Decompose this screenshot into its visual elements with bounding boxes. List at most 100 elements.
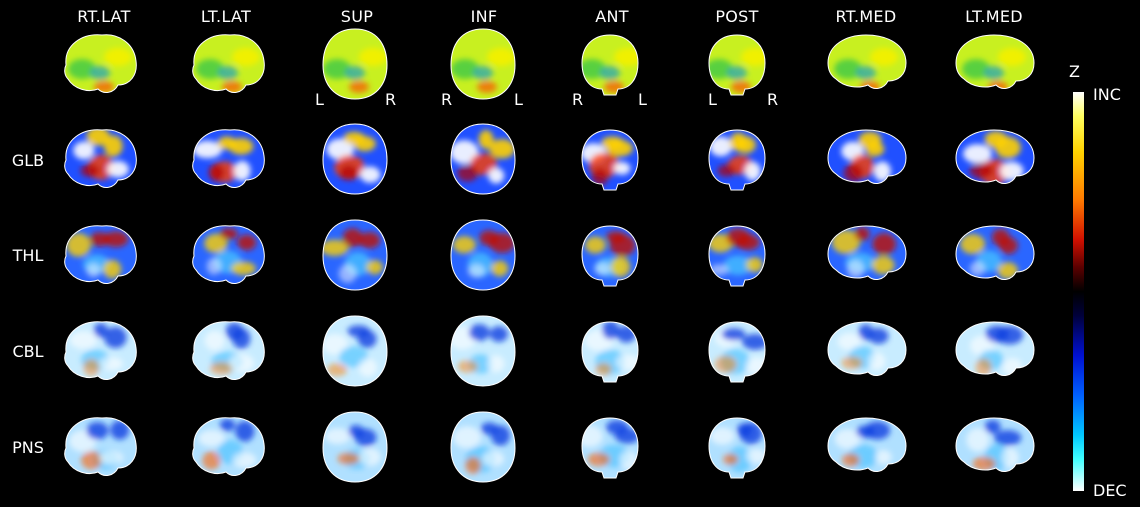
brain-thumbnail-image (827, 129, 907, 184)
brain-thumbnail (946, 406, 1042, 486)
brain-thumbnail (307, 214, 403, 294)
brain-thumbnail (180, 118, 276, 198)
brain-thumbnail-image (708, 34, 766, 96)
brain-thumbnail-image (192, 225, 265, 284)
brain-thumbnail (435, 23, 531, 103)
brain-thumbnail-image (955, 321, 1035, 376)
brain-thumbnail-image (64, 417, 137, 476)
orientation-post-left: L (708, 90, 717, 109)
brain-thumbnail-image (192, 34, 265, 93)
brain-thumbnail-image (827, 34, 907, 89)
brain-thumbnail-image (581, 321, 639, 383)
brain-thumbnail-image (955, 417, 1035, 472)
brain-thumbnail (946, 23, 1042, 103)
brain-thumbnail-image (450, 411, 516, 483)
brain-thumbnail-image (64, 225, 137, 284)
orientation-ant-right: L (638, 90, 647, 109)
brain-thumbnail (435, 118, 531, 198)
row-label-glb: GLB (11, 151, 45, 170)
brain-thumbnail-image (450, 219, 516, 291)
brain-thumbnail-image (64, 34, 137, 93)
brain-thumbnail (435, 214, 531, 294)
column-title-lt-med: LT.MED (965, 7, 1023, 26)
brain-thumbnail-image (192, 129, 265, 188)
brain-thumbnail (689, 406, 785, 486)
brain-thumbnail-image (955, 225, 1035, 280)
brain-thumbnail (180, 406, 276, 486)
brain-thumbnail (689, 310, 785, 390)
column-title-ant: ANT (595, 7, 629, 26)
brain-thumbnail (818, 214, 914, 294)
brain-thumbnail (562, 214, 658, 294)
brain-thumbnail (52, 118, 148, 198)
column-title-sup: SUP (340, 7, 374, 26)
brain-thumbnail (180, 214, 276, 294)
brain-thumbnail (307, 23, 403, 103)
brain-thumbnail (180, 23, 276, 103)
colorbar-title: Z (1069, 62, 1080, 81)
brain-thumbnail (818, 118, 914, 198)
colorbar (1073, 92, 1084, 491)
orientation-sup-left: L (315, 90, 324, 109)
brain-thumbnail (307, 406, 403, 486)
brain-thumbnail-image (64, 321, 137, 380)
column-title-post: POST (715, 7, 759, 26)
row-label-thl: THL (12, 246, 44, 265)
column-title-lt-lat: LT.LAT (200, 7, 252, 26)
brain-thumbnail-image (955, 129, 1035, 184)
colorbar-top-label: INC (1093, 85, 1121, 104)
brain-thumbnail-image (322, 411, 388, 483)
column-title-rt-lat: RT.LAT (77, 7, 131, 26)
brain-thumbnail-image (955, 34, 1035, 89)
brain-thumbnail (689, 118, 785, 198)
orientation-sup-right: R (385, 90, 397, 109)
colorbar-bottom-label: DEC (1093, 481, 1127, 500)
brain-thumbnail (562, 118, 658, 198)
brain-thumbnail-image (827, 225, 907, 280)
brain-thumbnail-image (450, 315, 516, 387)
brain-thumbnail (307, 118, 403, 198)
brain-thumbnail-image (64, 129, 137, 188)
brain-thumbnail (946, 118, 1042, 198)
brain-thumbnail (946, 214, 1042, 294)
brain-thumbnail-image (708, 129, 766, 191)
brain-thumbnail-image (322, 315, 388, 387)
brain-thumbnail (435, 310, 531, 390)
brain-thumbnail-image (322, 219, 388, 291)
brain-thumbnail-image (708, 225, 766, 287)
brain-thumbnail-image (708, 417, 766, 479)
orientation-inf-right: L (514, 90, 523, 109)
brain-thumbnail-image (192, 321, 265, 380)
brain-thumbnail-image (450, 28, 516, 100)
brain-thumbnail-image (322, 28, 388, 100)
brain-thumbnail (689, 214, 785, 294)
brain-thumbnail-image (192, 417, 265, 476)
brain-thumbnail (689, 23, 785, 103)
row-label-cbl: CBL (12, 342, 44, 361)
brain-thumbnail-image (322, 123, 388, 195)
brain-thumbnail (562, 406, 658, 486)
orientation-post-right: R (767, 90, 779, 109)
brain-thumbnail (562, 310, 658, 390)
brain-thumbnail (946, 310, 1042, 390)
brain-thumbnail-image (581, 225, 639, 287)
brain-thumbnail (180, 310, 276, 390)
brain-thumbnail-image (827, 321, 907, 376)
orientation-inf-left: R (441, 90, 453, 109)
brain-thumbnail (818, 310, 914, 390)
row-label-pns: PNS (12, 438, 44, 457)
brain-thumbnail (562, 23, 658, 103)
brain-thumbnail (52, 406, 148, 486)
column-title-rt-med: RT.MED (835, 7, 897, 26)
brain-thumbnail-image (581, 417, 639, 479)
brain-thumbnail (52, 214, 148, 294)
brain-thumbnail-image (581, 34, 639, 96)
brain-thumbnail (435, 406, 531, 486)
brain-thumbnail-image (581, 129, 639, 191)
brain-thumbnail (52, 310, 148, 390)
brain-thumbnail-image (827, 417, 907, 472)
column-title-inf: INF (470, 7, 498, 26)
brain-thumbnail (818, 23, 914, 103)
brain-thumbnail-image (450, 123, 516, 195)
orientation-ant-left: R (572, 90, 584, 109)
